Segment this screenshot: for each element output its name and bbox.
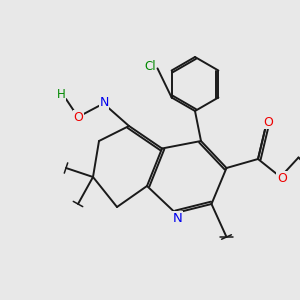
Text: H: H <box>57 88 66 101</box>
Text: N: N <box>99 96 109 110</box>
Text: Cl: Cl <box>144 59 156 73</box>
Text: O: O <box>263 116 273 129</box>
Text: O: O <box>277 172 287 185</box>
Text: N: N <box>173 212 183 225</box>
Text: O: O <box>74 111 83 124</box>
